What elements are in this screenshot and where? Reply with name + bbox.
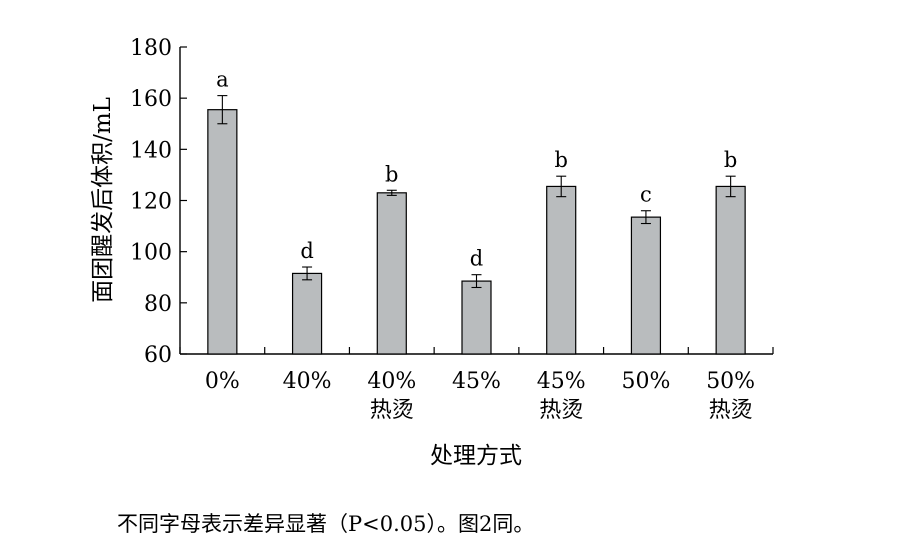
y-tick-label: 100 <box>130 241 172 266</box>
significance-label: d <box>470 247 483 271</box>
category-label-line2: 热烫 <box>370 398 414 423</box>
significance-label: a <box>216 68 229 92</box>
category-label: 0% <box>205 369 240 394</box>
bar <box>546 185 577 355</box>
y-tick-label: 80 <box>144 292 172 317</box>
chart-note: 不同字母表示差异显著（P<0.05）。图2同。 <box>117 512 534 536</box>
bar <box>715 185 746 355</box>
y-tick-label: 180 <box>130 36 172 61</box>
category-label-line2: 热烫 <box>539 398 583 423</box>
bar <box>630 216 662 355</box>
significance-label: c <box>640 183 652 207</box>
y-axis: 60 80 100 120 140 160 180 <box>130 36 187 368</box>
significance-labels: a d b d b c b <box>216 68 737 271</box>
category-label: 45% <box>537 369 586 394</box>
y-tick-label: 160 <box>130 87 172 112</box>
significance-label: b <box>554 148 567 172</box>
category-label: 45% <box>452 369 501 394</box>
y-tick-label: 120 <box>130 190 172 215</box>
significance-label: b <box>385 162 398 186</box>
bar <box>376 192 407 355</box>
y-tick-label: 140 <box>130 138 172 163</box>
category-label: 40% <box>367 369 416 394</box>
category-label: 50% <box>706 369 755 394</box>
significance-label: b <box>724 148 737 172</box>
y-tick-label: 60 <box>144 343 172 368</box>
x-axis-title: 处理方式 <box>430 443 522 469</box>
significance-label: d <box>300 239 313 263</box>
category-label: 40% <box>283 369 332 394</box>
bars <box>207 109 746 355</box>
bar <box>461 280 492 355</box>
bar <box>291 272 323 355</box>
category-label: 50% <box>621 369 670 394</box>
bar <box>207 109 238 355</box>
y-axis-title: 面团醒发后体积/mL <box>90 97 116 303</box>
error-bars <box>217 95 736 289</box>
category-labels: 0% 40% 40% 热烫 45% 45% 热烫 50% 50% 热烫 <box>205 369 755 423</box>
category-label-line2: 热烫 <box>709 398 753 423</box>
